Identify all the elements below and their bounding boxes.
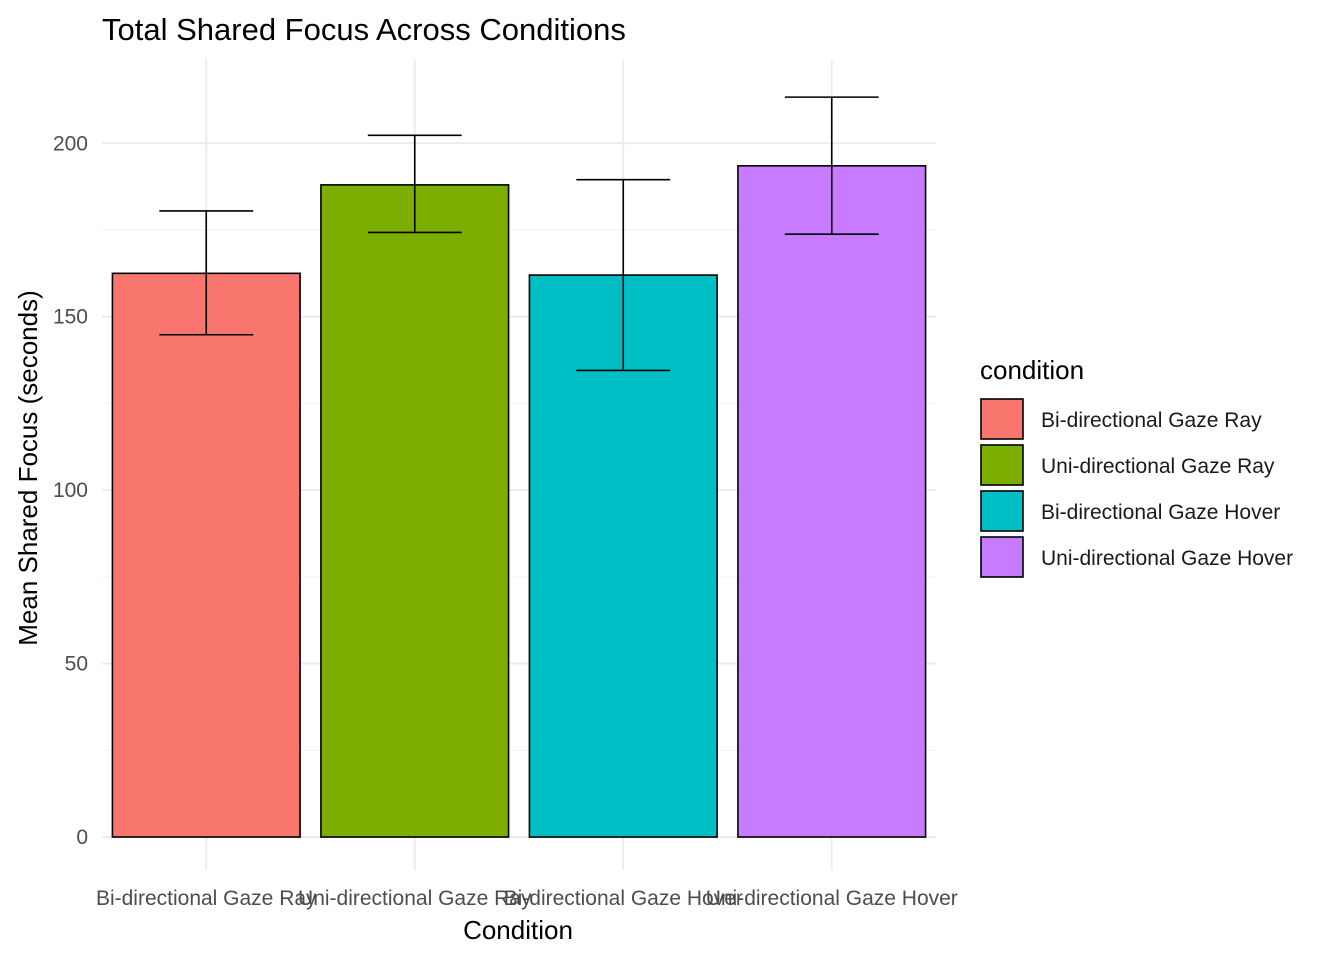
legend-key-4 bbox=[980, 536, 1024, 578]
y-tick-label: 50 bbox=[65, 653, 88, 676]
plot-bars bbox=[111, 165, 927, 838]
y-tick-label: 100 bbox=[53, 479, 88, 502]
error-bar-3 bbox=[576, 178, 671, 372]
x-tick-label: Uni-directional Gaze Ray bbox=[298, 887, 532, 910]
x-tick-label: Bi-directional Gaze Ray bbox=[96, 887, 317, 910]
bar-2 bbox=[320, 184, 510, 838]
legend-key-2 bbox=[980, 444, 1024, 486]
error-bar-1 bbox=[159, 210, 254, 336]
legend-label-1: Bi-directional Gaze Ray bbox=[1041, 409, 1262, 432]
y-tick-label: 150 bbox=[53, 306, 88, 329]
y-axis-title: Mean Shared Focus (seconds) bbox=[13, 290, 43, 646]
legend: condition Bi-directional Gaze Ray Uni-dir… bbox=[980, 355, 1293, 578]
y-tick-label: 200 bbox=[53, 132, 88, 155]
y-tick-label: 0 bbox=[76, 826, 88, 849]
legend-label-3: Bi-directional Gaze Hover bbox=[1041, 501, 1280, 524]
error-bar-4 bbox=[784, 96, 879, 235]
bar-4 bbox=[737, 165, 927, 838]
x-axis-title: Condition bbox=[463, 915, 573, 945]
legend-label-2: Uni-directional Gaze Ray bbox=[1041, 455, 1275, 478]
y-axis-ticks: 0 50 100 150 200 bbox=[53, 132, 88, 849]
bar-1 bbox=[111, 272, 301, 838]
x-tick-label: Uni-directional Gaze Hover bbox=[706, 887, 958, 910]
legend-label-4: Uni-directional Gaze Hover bbox=[1041, 547, 1293, 570]
error-bar-2 bbox=[367, 134, 462, 234]
plot-errorbars bbox=[159, 96, 879, 372]
x-tick-label: Bi-directional Gaze Hover bbox=[504, 887, 743, 910]
chart-title: Total Shared Focus Across Conditions bbox=[102, 12, 626, 47]
legend-title: condition bbox=[980, 355, 1084, 385]
legend-key-3 bbox=[980, 490, 1024, 532]
legend-key-1 bbox=[980, 398, 1024, 440]
